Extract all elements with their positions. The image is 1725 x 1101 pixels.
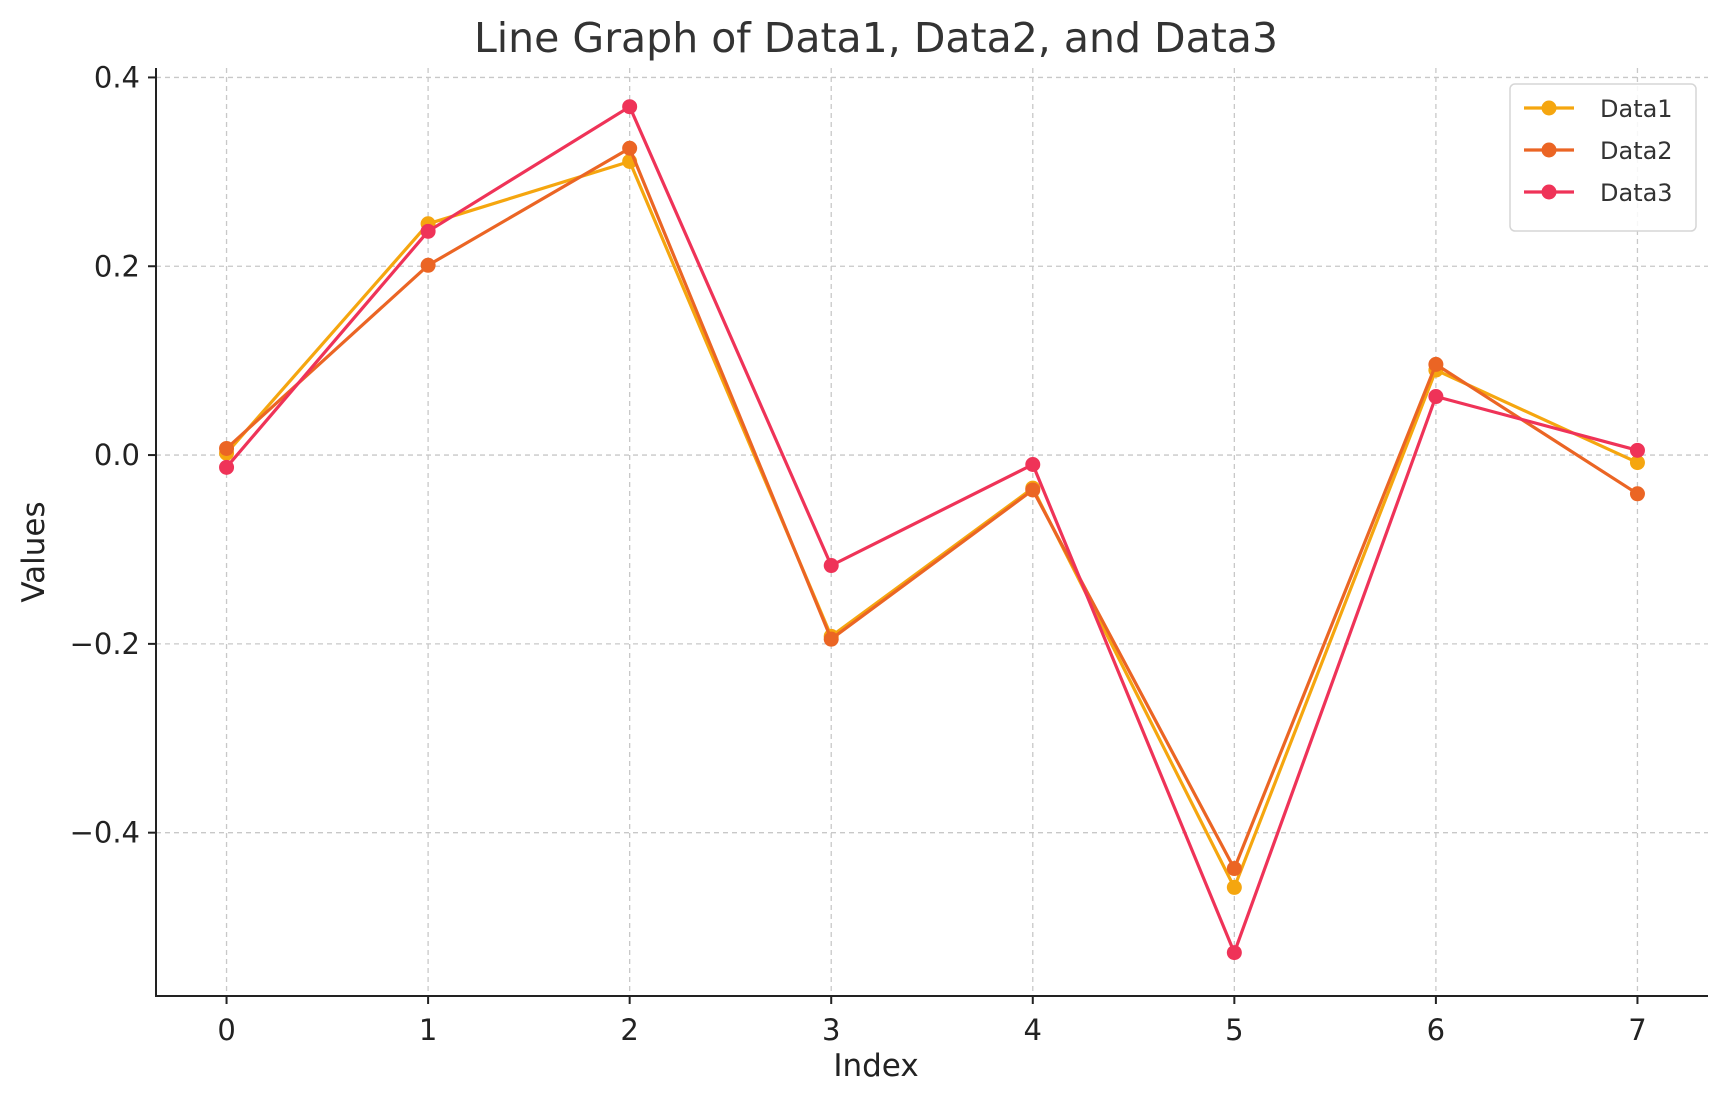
- data-point: [1226, 879, 1242, 895]
- data-point: [622, 140, 638, 156]
- x-tick-label: 5: [1225, 1013, 1243, 1047]
- data-point: [1629, 455, 1645, 471]
- x-tick-label: 6: [1427, 1013, 1445, 1047]
- legend-marker: [1541, 184, 1557, 200]
- data-point: [1428, 356, 1444, 372]
- series-layer: [219, 99, 1645, 961]
- x-tick-label: 2: [620, 1013, 638, 1047]
- data-point: [622, 99, 638, 115]
- series-data2: [219, 140, 1645, 877]
- legend-label: Data2: [1600, 137, 1673, 165]
- axes: 0 1 2 3 4 5 6 7 0.4 0.2 0.0 −0.2 −0.4: [70, 60, 1708, 1047]
- y-tick-label: −0.2: [70, 627, 140, 661]
- legend: Data1 Data2 Data3: [1509, 83, 1697, 232]
- x-tick-label: 1: [419, 1013, 437, 1047]
- data-point: [823, 558, 839, 574]
- series-line: [225, 105, 1638, 955]
- x-tick-label: 4: [1024, 1013, 1042, 1047]
- data-point: [1025, 457, 1041, 473]
- legend-entry: Data1: [1524, 95, 1673, 123]
- data-point: [420, 223, 436, 239]
- legend-label: Data1: [1600, 95, 1673, 123]
- axis-spines: [155, 68, 1708, 997]
- data-point: [1226, 861, 1242, 877]
- x-axis-label: Index: [833, 1048, 918, 1084]
- data-point: [823, 631, 839, 647]
- data-point: [219, 459, 235, 475]
- grid-lines: [156, 68, 1708, 996]
- chart-title: Line Graph of Data1, Data2, and Data3: [474, 14, 1278, 62]
- legend-entry: Data2: [1524, 137, 1673, 165]
- data-point: [1629, 442, 1645, 458]
- legend-label: Data3: [1600, 179, 1673, 207]
- y-axis-label: Values: [16, 501, 52, 602]
- series-line: [225, 159, 1639, 889]
- data-point: [1428, 389, 1444, 405]
- y-tick-label: −0.4: [70, 816, 140, 850]
- y-tick-label: 0.0: [94, 438, 140, 472]
- legend-marker: [1541, 100, 1557, 116]
- x-tick-label: 7: [1628, 1013, 1646, 1047]
- legend-entry: Data3: [1524, 179, 1673, 207]
- data-point: [1025, 482, 1041, 498]
- data-point: [1226, 945, 1242, 961]
- data-point: [219, 440, 235, 456]
- data-point: [1629, 486, 1645, 502]
- data-point: [420, 257, 436, 273]
- legend-marker: [1541, 142, 1557, 158]
- series-line: [225, 146, 1639, 871]
- y-tick-label: 0.4: [94, 60, 140, 94]
- x-tick-label: 0: [217, 1013, 235, 1047]
- x-tick-label: 3: [822, 1013, 840, 1047]
- series-data3: [219, 99, 1645, 961]
- y-tick-label: 0.2: [94, 249, 140, 283]
- legend-box: [1509, 83, 1697, 232]
